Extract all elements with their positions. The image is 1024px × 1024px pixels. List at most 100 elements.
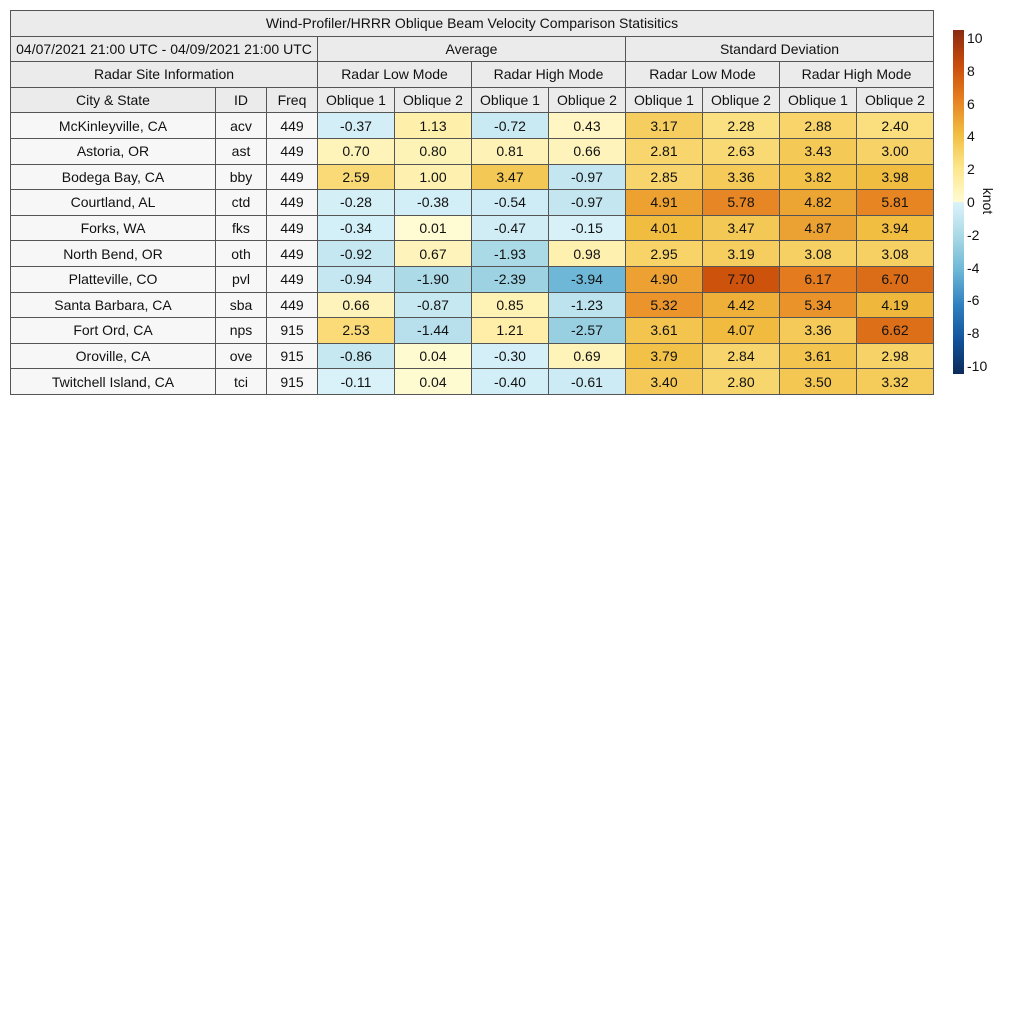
value-cell: -0.86 — [317, 342, 395, 370]
table-row: Astoria, OR ast 449 0.70 0.80 0.81 0.66 2.81 2.6… — [10, 137, 934, 165]
colorbar-segment — [953, 208, 964, 211]
site-freq: 449 — [266, 189, 318, 216]
colorbar-segment — [953, 254, 964, 257]
site-freq: 915 — [266, 342, 318, 370]
value-cell: 0.04 — [394, 342, 472, 370]
value-cell: -0.38 — [394, 189, 472, 216]
colorbar-segment — [953, 66, 964, 69]
colorbar-segment — [953, 72, 964, 75]
colorbar-segment — [953, 216, 964, 219]
colorbar-segment — [953, 360, 964, 363]
mode-group: Radar Low Mode — [317, 61, 472, 88]
table-row: North Bend, OR oth 449 -0.92 0.67 -1.93 0.98 2.… — [10, 240, 934, 267]
colorbar-segment — [953, 120, 964, 123]
site-freq: 449 — [266, 265, 318, 293]
colorbar-segment — [953, 62, 964, 65]
colorbar-segment — [953, 326, 964, 329]
colorbar-segment — [953, 84, 964, 87]
value-cell: 1.21 — [471, 317, 549, 344]
value-cell: -2.39 — [471, 265, 549, 293]
colorbar-segment — [953, 270, 964, 273]
colorbar-segment — [953, 228, 964, 231]
value-cell: 0.70 — [317, 137, 395, 165]
table-row: Bodega Bay, CA bby 449 2.59 1.00 3.47 -0.97 2.8… — [10, 163, 934, 191]
colorbar-segment — [953, 200, 964, 203]
value-cell: -0.87 — [394, 291, 472, 319]
colorbar-segment — [953, 324, 964, 327]
value-cell: 3.47 — [702, 214, 780, 242]
stat-group-std: Standard Deviation — [625, 35, 934, 63]
colorbar-segment — [953, 288, 964, 291]
colorbar-segment — [953, 36, 964, 39]
colorbar-segment — [953, 100, 964, 103]
value-cell: 3.19 — [702, 240, 780, 267]
column-header: Oblique 1 — [779, 86, 857, 114]
colorbar-segment — [953, 88, 964, 91]
site-freq: 915 — [266, 368, 318, 395]
value-cell: 2.84 — [702, 342, 780, 370]
value-cell: 3.50 — [779, 368, 857, 395]
value-cell: -1.44 — [394, 317, 472, 344]
colorbar-segment — [953, 176, 964, 179]
value-cell: -1.93 — [471, 240, 549, 267]
colorbar-segment — [953, 182, 964, 185]
value-cell: -0.37 — [317, 112, 395, 139]
colorbar-segment — [953, 358, 964, 361]
site-city: North Bend, OR — [10, 240, 216, 267]
colorbar-segment — [953, 330, 964, 333]
value-cell: 2.85 — [625, 163, 703, 191]
value-cell: 3.82 — [779, 163, 857, 191]
column-header: ID — [215, 86, 267, 114]
value-cell: 0.81 — [471, 137, 549, 165]
colorbar-segment — [953, 220, 964, 223]
colorbar-segment — [953, 224, 964, 227]
column-header: Oblique 1 — [317, 86, 395, 114]
colorbar-segment — [953, 136, 964, 139]
site-city: Santa Barbara, CA — [10, 291, 216, 319]
value-cell: 3.43 — [779, 137, 857, 165]
colorbar-segment — [953, 160, 964, 163]
value-cell: 2.28 — [702, 112, 780, 139]
value-cell: -0.97 — [548, 163, 626, 191]
colorbar-segment — [953, 192, 964, 195]
value-cell: 1.00 — [394, 163, 472, 191]
value-cell: -0.40 — [471, 368, 549, 395]
colorbar-segment — [953, 206, 964, 209]
value-cell: 2.40 — [856, 112, 934, 139]
site-freq: 915 — [266, 317, 318, 344]
value-cell: -1.90 — [394, 265, 472, 293]
colorbar-segment — [953, 212, 964, 215]
colorbar-segment — [953, 30, 964, 33]
colorbar-segment — [953, 48, 964, 51]
site-id: sba — [215, 291, 267, 319]
colorbar-segment — [953, 86, 964, 89]
colorbar-segment — [953, 250, 964, 253]
value-cell: 0.66 — [548, 137, 626, 165]
colorbar-segment — [953, 372, 964, 374]
table-row: Forks, WA fks 449 -0.34 0.01 -0.47 -0.15 4.01 3.… — [10, 214, 934, 242]
colorbar-segment — [953, 68, 964, 71]
value-cell: 3.79 — [625, 342, 703, 370]
value-cell: 0.80 — [394, 137, 472, 165]
colorbar-segment — [953, 242, 964, 245]
colorbar-segment — [953, 232, 964, 235]
value-cell: -0.28 — [317, 189, 395, 216]
value-cell: 3.00 — [856, 137, 934, 165]
site-freq: 449 — [266, 112, 318, 139]
colorbar-segment — [953, 214, 964, 217]
site-city: Platteville, CO — [10, 265, 216, 293]
site-city: Twitchell Island, CA — [10, 368, 216, 395]
colorbar-segment — [953, 276, 964, 279]
colorbar-segment — [953, 236, 964, 239]
value-cell: 3.32 — [856, 368, 934, 395]
value-cell: 3.08 — [856, 240, 934, 267]
value-cell: 4.01 — [625, 214, 703, 242]
colorbar-segment — [953, 122, 964, 125]
colorbar-segment — [953, 174, 964, 177]
colorbar-segment — [953, 268, 964, 271]
site-city: Courtland, AL — [10, 189, 216, 216]
colorbar-segment — [953, 44, 964, 47]
colorbar-segment — [953, 138, 964, 141]
column-header: Oblique 2 — [856, 86, 934, 114]
colorbar-segment — [953, 354, 964, 357]
